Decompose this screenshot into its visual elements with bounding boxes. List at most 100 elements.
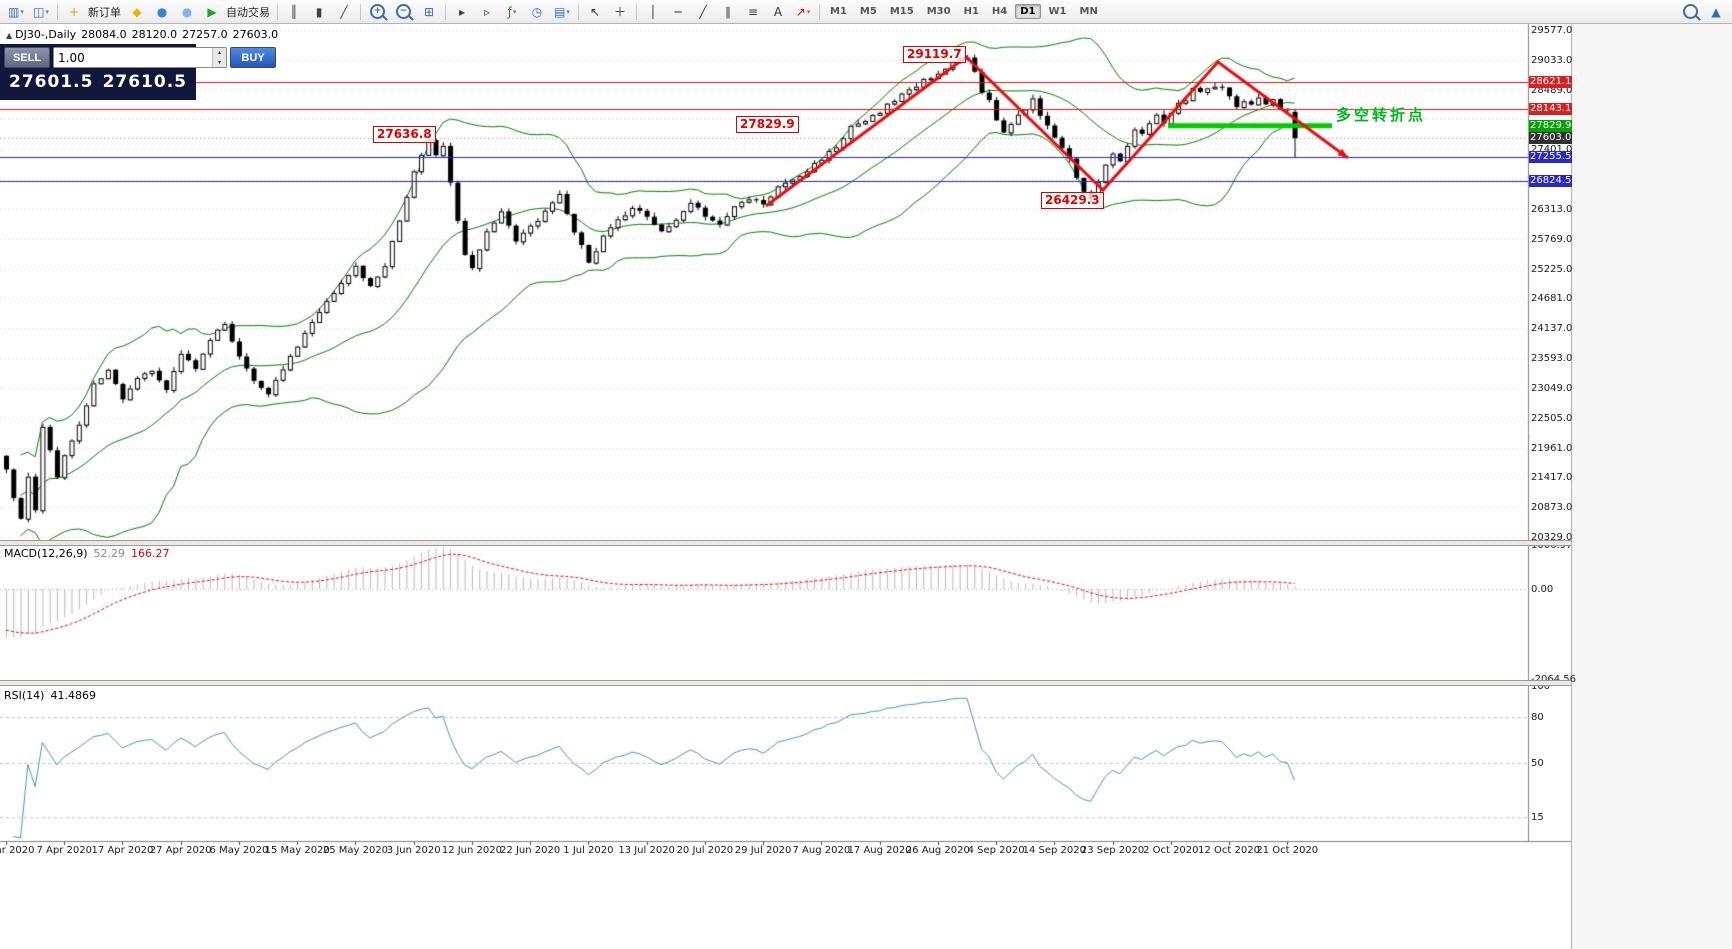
volume-increase-button[interactable]: ▴ (213, 48, 226, 58)
date-label: 9 Mar 2020 (0, 845, 35, 856)
breakout-level-label[interactable]: 27829.9 (736, 116, 799, 133)
timeframe-mn[interactable]: MN (1079, 6, 1098, 17)
price-tag: 27255.5 (1529, 151, 1572, 164)
zoom-in-icon: + (370, 4, 385, 19)
new-chart-icon[interactable]: ▥ ▾ (4, 2, 28, 22)
news-icon: ● (181, 4, 193, 19)
line-chart-type-icon[interactable]: ╱ (332, 2, 356, 22)
rsi-axis-label: 100 (1531, 681, 1551, 692)
autotrade-label: 自动交易 (226, 5, 270, 19)
price-tick: 25225.0 (1531, 263, 1573, 275)
macd-axis-label: 0.00 (1531, 584, 1554, 595)
timeframe-m30[interactable]: M30 (926, 6, 951, 17)
dropdown-arrow-icon: ▾ (512, 7, 517, 16)
pane-separator[interactable] (0, 680, 1571, 686)
candle-chart-type-icon[interactable]: ▮ (307, 2, 331, 22)
templates-icon: ▤ (554, 4, 566, 19)
sept-low-label[interactable]: 26429.3 (1041, 192, 1104, 209)
price-tick: 24681.0 (1531, 293, 1573, 305)
price-tick: 29577.0 (1531, 25, 1573, 36)
rsi-axis-label: 80 (1531, 711, 1544, 723)
profiles-icon[interactable]: ◫ ▾ (29, 2, 53, 22)
june-high-label[interactable]: 27636.8 (373, 126, 436, 143)
crosshair-icon[interactable]: ＋ (608, 2, 632, 22)
search-icon[interactable] (1678, 2, 1703, 22)
dropdown-arrow-icon: ▾ (45, 7, 49, 16)
vertical-line-icon[interactable]: │ (641, 2, 665, 22)
open-value: 28084.0 (81, 28, 127, 41)
news-icon[interactable]: ● (175, 2, 199, 22)
peak-label[interactable]: 29119.7 (903, 46, 966, 63)
horizontal-line-icon[interactable]: ─ (666, 2, 690, 22)
timeframe-m15[interactable]: M15 (889, 6, 914, 17)
pane-separator[interactable] (0, 540, 1571, 546)
indicators-icon[interactable]: ƒ ▾ (500, 2, 524, 22)
volume-decrease-button[interactable]: ▾ (213, 57, 226, 67)
auto-scroll-icon[interactable]: ▸ (450, 2, 474, 22)
arrows-icon[interactable]: ↗ ▾ (791, 2, 815, 22)
community-icon[interactable]: ● (150, 2, 174, 22)
timeframe-m1[interactable]: M1 (830, 6, 847, 17)
text-label-icon[interactable]: A (766, 2, 790, 22)
date-label: 7 Apr 2020 (36, 845, 92, 856)
buy-price: 27610.5 (102, 72, 187, 92)
turning-point-label[interactable]: 多空转折点 (1336, 106, 1427, 124)
fibonacci-icon[interactable]: ≡ (741, 2, 765, 22)
date-label: 27 Apr 2020 (149, 845, 212, 856)
buy-button[interactable]: BUY (230, 47, 276, 68)
timeframe-m5[interactable]: M5 (859, 6, 877, 17)
templates-icon[interactable]: ▤ ▾ (550, 2, 574, 22)
channel-icon[interactable]: ∥ (716, 2, 740, 22)
date-label: 3 Jun 2020 (386, 845, 441, 856)
price-tick: 24137.0 (1531, 323, 1573, 335)
deposit-icon[interactable]: ◆ (125, 2, 149, 22)
timeframe-d1[interactable]: D1 (1015, 4, 1041, 19)
deposit-icon: ◆ (132, 4, 142, 19)
cursor-icon[interactable]: ↖ (583, 2, 607, 22)
new-order-icon[interactable]: + (62, 2, 86, 22)
date-label: 29 Jul 2020 (734, 845, 792, 856)
arrow-up-icon: ▲ (1711, 4, 1721, 19)
price-tick: 22505.0 (1531, 412, 1573, 424)
toolbar-separator (277, 3, 278, 20)
autotrade-icon[interactable]: ▶ (200, 2, 224, 22)
candle-chart-type-icon: ▮ (315, 4, 323, 19)
sell-price: 27601.5 (9, 72, 94, 92)
date-label: 15 May 2020 (264, 845, 330, 856)
zoom-out-icon[interactable]: − (391, 2, 416, 22)
timeframe-h1[interactable]: H1 (963, 6, 979, 17)
toolbar-separator (445, 3, 446, 20)
low-value: 27257.0 (182, 28, 228, 41)
text-label-icon: A (773, 4, 783, 19)
community-icon: ● (156, 4, 168, 19)
high-value: 28120.0 (131, 28, 178, 41)
trendline-icon[interactable]: ╱ (691, 2, 715, 22)
zoom-in-icon[interactable]: + (365, 2, 390, 22)
bar-chart-type-icon[interactable]: ║ (282, 2, 306, 22)
price-tag: 26824.5 (1529, 174, 1572, 187)
tile-windows-icon[interactable]: ⊞ (417, 2, 441, 22)
date-label: 20 Jul 2020 (676, 845, 734, 856)
line-chart-type-icon: ╱ (340, 4, 348, 19)
toolbar-separator (57, 3, 58, 20)
sell-button[interactable]: SELL (4, 47, 50, 68)
date-label: 12 Jun 2020 (441, 845, 502, 856)
toolbar-separator (819, 3, 820, 20)
dropdown-arrow-icon: ▾ (806, 7, 811, 16)
date-label: 26 Aug 2020 (905, 845, 970, 856)
price-tick: 29033.0 (1531, 54, 1573, 66)
close-value: 27603.0 (232, 28, 279, 41)
chart-header: ▲ DJ30-,Daily 28084.0 28120.0 27257.0 27603.0 (6, 28, 283, 41)
date-label: 6 May 2020 (209, 845, 269, 856)
one-click-trading-panel: SELL ▴ ▾ BUY 27601.5 27610.5 (0, 44, 276, 100)
symbol-period: DJ30-,Daily (15, 28, 77, 41)
volume-input[interactable] (54, 48, 212, 67)
arrow-up-icon[interactable]: ▲ (1704, 2, 1728, 22)
timeframe-h4[interactable]: H4 (991, 6, 1008, 17)
chart-shift-icon[interactable]: ▹ (475, 2, 499, 22)
autotrade-icon: ▶ (207, 4, 217, 19)
price-tick: 26313.0 (1531, 203, 1573, 215)
clock-icon[interactable]: ◷ (525, 2, 549, 22)
timeframe-w1[interactable]: W1 (1048, 6, 1067, 17)
